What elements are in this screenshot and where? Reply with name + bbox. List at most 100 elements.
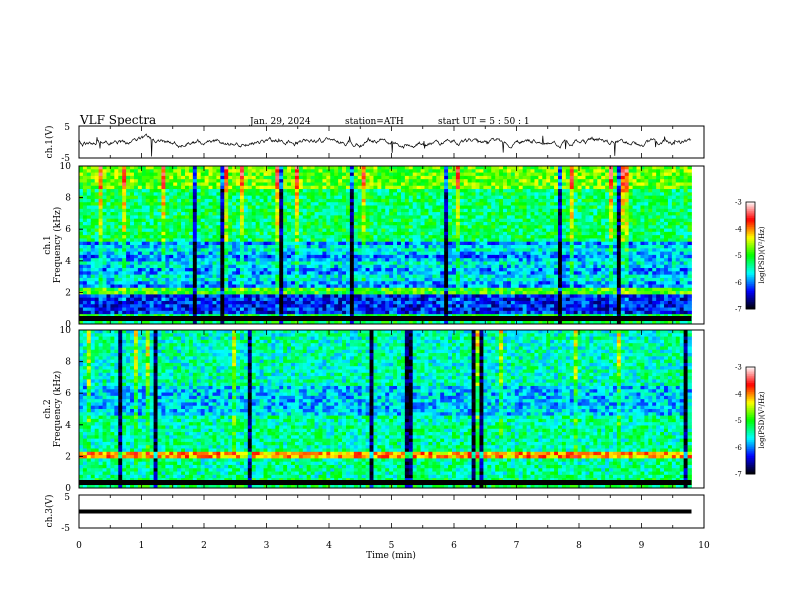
spectrogram-cell <box>173 261 178 266</box>
spectrogram-cell <box>133 304 139 308</box>
spectrogram-cell <box>377 294 382 299</box>
spectrogram-cell <box>455 294 461 299</box>
spectrogram-cell <box>345 261 351 266</box>
spectrogram-cell <box>369 245 374 249</box>
spectrogram-cell <box>185 235 190 239</box>
spectrogram-cell <box>157 287 162 292</box>
spectrogram-cell <box>338 304 343 308</box>
spectrogram-cell <box>369 254 374 259</box>
spectrogram-cell <box>345 248 351 252</box>
spectrogram-cell <box>416 268 421 272</box>
spectrogram-cell <box>424 251 429 256</box>
spectrogram-cell <box>275 314 280 318</box>
spectrogram-cell <box>196 198 202 203</box>
spectrogram-cell <box>275 182 280 187</box>
spectrogram-cell <box>404 175 410 180</box>
spectrogram-cell <box>338 254 343 259</box>
spectrogram-cell <box>251 198 257 203</box>
spectrogram-cell <box>432 166 437 170</box>
spectrogram-cell <box>283 300 288 305</box>
spectrogram-cell <box>444 300 449 305</box>
spectrogram-cell <box>424 271 429 276</box>
spectrogram-cell <box>345 271 351 276</box>
spectrogram-cell <box>463 218 469 223</box>
spectrogram-cell <box>243 310 249 315</box>
spectrogram-cell <box>173 320 178 325</box>
spectrogram-cell <box>204 277 209 282</box>
spectrogram-cell <box>412 218 418 223</box>
spectrogram-cell <box>436 175 441 180</box>
spectrogram-cell <box>471 205 476 210</box>
spectrogram-cell <box>224 245 229 249</box>
spectrogram-cell <box>479 251 484 256</box>
spectrogram-cell <box>133 277 139 282</box>
spectrogram-cell <box>326 274 331 279</box>
spectrogram-cell <box>271 241 276 246</box>
spectrogram-cell <box>353 268 359 272</box>
spectrogram-cell <box>153 205 158 210</box>
spectrogram-cell <box>263 185 268 190</box>
spectrogram-cell <box>236 310 241 315</box>
spectrogram-cell <box>275 175 280 180</box>
spectrogram-cell <box>94 274 100 279</box>
spectrogram-cell <box>463 294 469 299</box>
spectrogram-cell <box>298 215 304 220</box>
spectrogram-cell <box>342 281 347 285</box>
spectrogram-cell <box>204 271 209 276</box>
spectrogram-cell <box>428 212 433 216</box>
spectrogram-cell <box>314 320 319 325</box>
spectrogram-cell <box>463 268 469 272</box>
spectrogram-cell <box>400 300 406 305</box>
spectrogram-cell <box>381 231 386 236</box>
spectrogram-cell <box>412 221 418 226</box>
spectrogram-cell <box>247 166 253 170</box>
spectrogram-cell <box>349 297 355 302</box>
spectrogram-cell <box>90 304 96 308</box>
spectrogram-cell <box>271 245 276 249</box>
spectrogram-cell <box>310 274 315 279</box>
spectrogram-cell <box>251 264 257 269</box>
spectrogram-cell <box>322 287 327 292</box>
spectrogram-cell <box>459 291 465 295</box>
spectrogram-cell <box>408 218 414 223</box>
spectrogram-cell <box>389 202 394 206</box>
spectrogram-cell <box>118 245 123 249</box>
spectrogram-cell <box>432 271 437 276</box>
spectrogram-cell <box>86 297 92 302</box>
spectrogram-cell <box>302 212 308 216</box>
spectrogram-cell <box>126 274 131 279</box>
spectrogram-cell <box>181 277 186 282</box>
spectrogram-cell <box>373 300 378 305</box>
spectrogram-cell <box>302 310 308 315</box>
spectrogram-cell <box>79 198 84 203</box>
spectrogram-cell <box>353 310 359 315</box>
spectrogram-cell <box>334 268 339 272</box>
spectrogram-cell <box>251 291 257 295</box>
spectrogram-cell <box>247 264 253 269</box>
spectrogram-cell <box>302 287 308 292</box>
spectrogram-cell <box>271 189 276 193</box>
spectrogram-cell <box>220 291 225 295</box>
spectrogram-cell <box>169 271 174 276</box>
spectrogram-cell <box>440 307 445 312</box>
spectrogram-cell <box>389 248 394 252</box>
spectrogram-cell <box>322 274 327 279</box>
spectrogram-cell <box>444 221 449 226</box>
spectrogram-cell <box>106 294 111 299</box>
spectrogram-cell <box>110 238 115 243</box>
spectrogram-cell <box>444 218 449 223</box>
spectrogram-cell <box>122 254 127 259</box>
spectrogram-cell <box>232 182 237 187</box>
spectrogram-cell <box>369 169 374 173</box>
spectrogram-cell <box>345 205 351 210</box>
spectrogram-cell <box>432 205 437 210</box>
spectrogram-cell <box>153 231 158 236</box>
spectrogram-cell <box>479 314 484 318</box>
spectrogram-cell <box>424 225 429 229</box>
spectrogram-cell <box>133 202 139 206</box>
spectrogram-cell <box>459 258 465 262</box>
spectrogram-cell <box>444 287 449 292</box>
spectrogram-cell <box>161 281 166 285</box>
spectrogram-cell <box>479 182 484 187</box>
spectrogram-cell <box>212 195 217 200</box>
